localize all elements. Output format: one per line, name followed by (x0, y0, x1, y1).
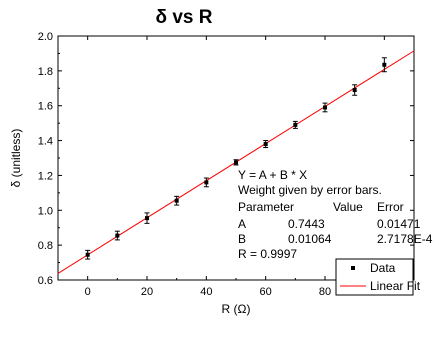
plot-frame (57, 35, 415, 281)
y-axis-title: δ (unitless) (9, 129, 23, 188)
data-series (85, 57, 387, 260)
y-tick-label: 1.4 (38, 136, 53, 148)
y-tick-label: 1.0 (38, 205, 53, 217)
legend-data-label: Data (370, 261, 396, 275)
y-tick-label: 1.8 (38, 66, 53, 78)
fit-weight-note: Weight given by error bars. (238, 183, 382, 197)
y-tick-label: 1.2 (38, 170, 53, 182)
x-tick-label: 80 (319, 286, 331, 298)
data-point (293, 122, 298, 127)
y-tick-label: 1.6 (38, 101, 53, 113)
data-point (234, 160, 238, 165)
legend-box (335, 258, 414, 296)
fit-row-b-error: 2.7178E-4 (377, 232, 433, 246)
data-point (145, 216, 149, 221)
x-tick-label: 60 (260, 286, 272, 298)
fit-row-a-name: A (238, 217, 246, 231)
fit-r-value: R = 0.9997 (238, 247, 297, 261)
fit-row-b-name: B (238, 232, 246, 246)
fit-header-parameter: Parameter (238, 200, 294, 214)
y-tick-label: 0.8 (38, 240, 53, 252)
fit-header-value: Value (333, 200, 363, 214)
data-point (263, 142, 268, 147)
data-point (204, 180, 209, 185)
data-point (85, 252, 90, 257)
data-point (174, 198, 179, 203)
x-tick-label: 20 (141, 286, 153, 298)
x-tick-label: 40 (200, 286, 212, 298)
data-point (323, 105, 327, 110)
legend-data-marker (351, 266, 355, 270)
fit-row-a-error: 0.01471 (377, 217, 421, 231)
data-point (115, 233, 120, 238)
x-tick-label: 0 (85, 286, 91, 298)
data-point (352, 88, 357, 93)
fit-row-b-value: 0.01064 (288, 232, 332, 246)
y-tick-label: 0.6 (38, 275, 53, 287)
chart-title: δ vs R (156, 7, 213, 28)
legend: Data Linear Fit (335, 258, 421, 296)
fit-annotation: Y = A + B * X Weight given by error bars… (238, 168, 433, 261)
y-tick-label: 2.0 (38, 31, 53, 43)
x-axis-title: R (Ω) (222, 302, 251, 316)
fit-row-a-value: 0.7443 (288, 217, 325, 231)
fit-equation: Y = A + B * X (238, 168, 307, 182)
legend-fit-label: Linear Fit (370, 279, 421, 293)
fit-header-error: Error (377, 200, 404, 214)
y-axis: 0.6 0.8 1.0 1.2 1.4 1.6 1.8 2.0 (38, 31, 414, 287)
data-point (382, 62, 387, 67)
